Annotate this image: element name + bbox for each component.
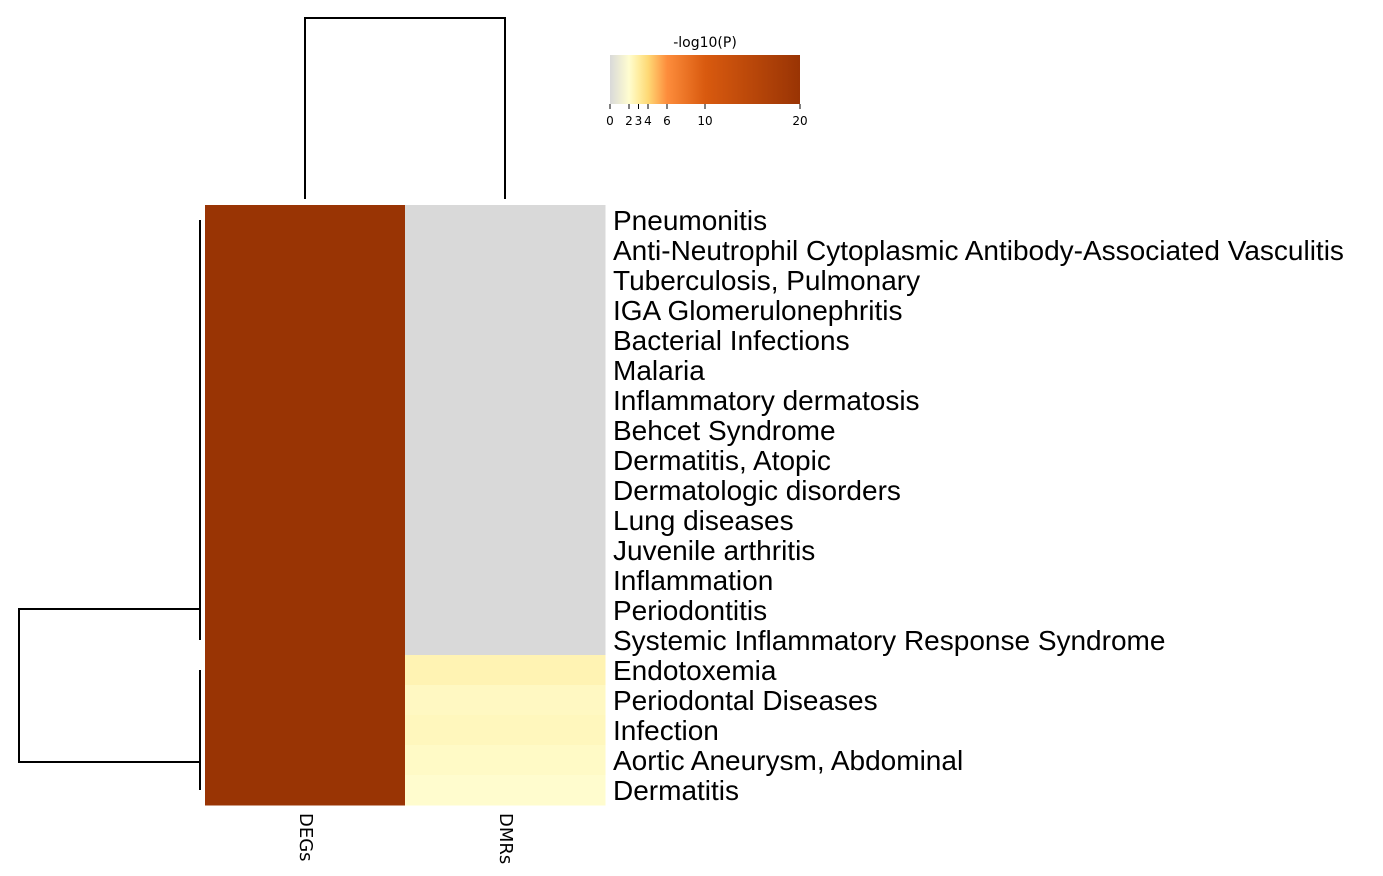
colorbar: -log10(P) 0 2 3 4 6 10 20 bbox=[606, 35, 807, 128]
row-dendrogram-link bbox=[18, 608, 200, 763]
heatmap-cell bbox=[405, 235, 606, 266]
row-label: Lung diseases bbox=[613, 505, 794, 536]
heatmap-cell bbox=[205, 325, 406, 356]
column-labels: DEGs DMRs bbox=[295, 813, 516, 864]
heatmap-cell bbox=[205, 655, 406, 686]
heatmap-cell bbox=[205, 295, 406, 326]
row-dendrogram bbox=[18, 220, 201, 790]
colorbar-tick-label: 20 bbox=[792, 114, 807, 128]
heatmap-cell bbox=[405, 775, 606, 806]
row-label: Infection bbox=[613, 715, 719, 746]
column-label: DEGs bbox=[295, 813, 316, 862]
heatmap-cell bbox=[405, 565, 606, 596]
heatmap-cell bbox=[205, 715, 406, 746]
heatmap-cell bbox=[205, 205, 406, 236]
heatmap-cell bbox=[405, 295, 606, 326]
row-label: Behcet Syndrome bbox=[613, 415, 836, 446]
heatmap-cell bbox=[205, 535, 406, 566]
colorbar-tick-label: 10 bbox=[697, 114, 712, 128]
row-label: Juvenile arthritis bbox=[613, 535, 815, 566]
row-label: Inflammation bbox=[613, 565, 773, 596]
heatmap-cell bbox=[205, 445, 406, 476]
heatmap-cell bbox=[205, 595, 406, 626]
heatmap-cell bbox=[205, 265, 406, 296]
heatmap-cell bbox=[205, 355, 406, 386]
row-label: Dermatitis bbox=[613, 775, 739, 806]
row-label: Inflammatory dermatosis bbox=[613, 385, 920, 416]
heatmap-cell bbox=[205, 235, 406, 266]
row-label: Endotoxemia bbox=[613, 655, 777, 686]
row-label: Anti-Neutrophil Cytoplasmic Antibody-Ass… bbox=[613, 235, 1344, 266]
colorbar-tick-label: 6 bbox=[663, 114, 671, 128]
heatmap-cells bbox=[205, 205, 606, 806]
heatmap-cell bbox=[205, 685, 406, 716]
colorbar-gradient bbox=[610, 55, 800, 104]
colorbar-tick-label: 0 bbox=[606, 114, 614, 128]
row-label: Dermatologic disorders bbox=[613, 475, 901, 506]
heatmap-cell bbox=[205, 625, 406, 656]
column-dendrogram bbox=[304, 17, 506, 199]
heatmap-cell bbox=[405, 505, 606, 536]
heatmap-cell bbox=[405, 535, 606, 566]
heatmap-cell bbox=[205, 385, 406, 416]
row-label: Dermatitis, Atopic bbox=[613, 445, 831, 476]
heatmap-cell bbox=[205, 505, 406, 536]
column-label: DMRs bbox=[495, 813, 516, 864]
colorbar-tick-label: 2 bbox=[625, 114, 633, 128]
colorbar-tick-label: 4 bbox=[644, 114, 652, 128]
row-label: Malaria bbox=[613, 355, 705, 386]
heatmap-cell bbox=[405, 265, 606, 296]
heatmap-cell bbox=[405, 685, 606, 716]
row-label: IGA Glomerulonephritis bbox=[613, 295, 902, 326]
heatmap-cell bbox=[405, 445, 606, 476]
heatmap-cell bbox=[205, 775, 406, 806]
row-label: Aortic Aneurysm, Abdominal bbox=[613, 745, 963, 776]
row-label: Systemic Inflammatory Response Syndrome bbox=[613, 625, 1165, 656]
row-label: Periodontitis bbox=[613, 595, 767, 626]
heatmap-cell bbox=[405, 475, 606, 506]
heatmap-cell bbox=[405, 205, 606, 236]
row-label: Periodontal Diseases bbox=[613, 685, 878, 716]
heatmap-cell bbox=[405, 595, 606, 626]
row-label: Bacterial Infections bbox=[613, 325, 850, 356]
colorbar-ticks: 0 2 3 4 6 10 20 bbox=[606, 104, 808, 128]
row-label: Tuberculosis, Pulmonary bbox=[613, 265, 920, 296]
colorbar-title: -log10(P) bbox=[673, 35, 737, 51]
heatmap-cell bbox=[205, 745, 406, 776]
heatmap-cell bbox=[405, 325, 606, 356]
heatmap-cell bbox=[205, 475, 406, 506]
heatmap-cell bbox=[205, 565, 406, 596]
heatmap-cell bbox=[405, 715, 606, 746]
heatmap-cell bbox=[405, 625, 606, 656]
heatmap-cell bbox=[205, 415, 406, 446]
heatmap-cell bbox=[405, 355, 606, 386]
row-label: Pneumonitis bbox=[613, 205, 767, 236]
heatmap-cell bbox=[405, 655, 606, 686]
heatmap-cell bbox=[405, 415, 606, 446]
column-dendrogram-link bbox=[304, 17, 506, 199]
colorbar-tick-label: 3 bbox=[635, 114, 643, 128]
heatmap-cell bbox=[405, 745, 606, 776]
heatmap-cell bbox=[405, 385, 606, 416]
